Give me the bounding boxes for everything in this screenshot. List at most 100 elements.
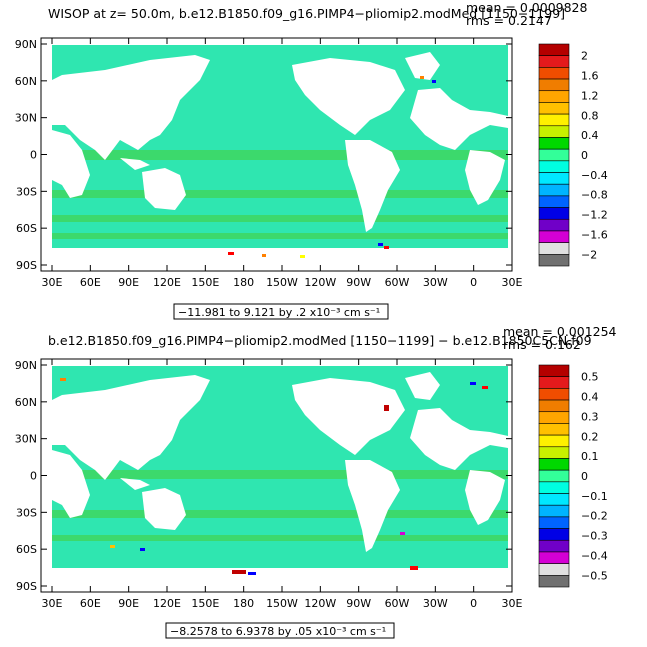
colorbar-cell	[538, 137, 570, 150]
lon-label: 30E	[502, 276, 523, 289]
southern-band	[52, 510, 508, 518]
colorbar-label: 0.4	[581, 391, 599, 404]
colorbar-cell	[538, 434, 570, 448]
antarctica	[52, 568, 508, 592]
lon-label: 60W	[385, 597, 410, 610]
south-america	[345, 460, 400, 552]
lon-label: 30E	[502, 597, 523, 610]
lat-label: 90S	[16, 580, 37, 593]
lon-label: 30E	[42, 276, 63, 289]
lon-label: 30W	[423, 276, 448, 289]
lon-label: 0	[470, 597, 477, 610]
range-box	[165, 622, 395, 639]
colorbar: 2 1.6 1.2 0.8 0.4 0 −0.4 −0.8 −1.2 −1.6 −2	[538, 43, 608, 267]
longitude-axis: 30E 60E 90E 120E 150E 180 150W 120W 90W 60W 30W 0 30…	[42, 38, 523, 289]
colorbar-cell	[538, 528, 570, 541]
lat-label: 0	[30, 149, 37, 162]
mean-stat: mean = 0.001254	[503, 324, 617, 339]
speckle	[262, 254, 266, 257]
colorbar-label: −1.2	[581, 209, 608, 222]
colorbar-cell	[538, 399, 570, 413]
speckle	[410, 566, 418, 570]
lon-label: 90E	[118, 597, 139, 610]
colorbar-label: 0.8	[581, 109, 599, 122]
colorbar-cell	[538, 172, 570, 185]
anomaly-speckles	[60, 378, 488, 575]
lat-label: 30N	[15, 112, 37, 125]
range-label: −11.981 to 9.121 by .2 x10⁻³ cm s⁻¹	[178, 306, 380, 319]
australia	[142, 488, 186, 530]
speckle	[384, 246, 389, 249]
colorbar-label: −0.8	[581, 189, 608, 202]
greenland	[405, 52, 440, 80]
range-label: −8.2578 to 6.9378 by .05 x10⁻³ cm s⁻¹	[170, 625, 386, 638]
colorbar-label: 0.2	[581, 430, 599, 443]
colorbar-cell	[538, 113, 570, 127]
speckle	[300, 255, 305, 258]
southern-band	[52, 535, 508, 541]
colorbar-label: −0.2	[581, 510, 608, 523]
range-label-box: −8.2578 to 6.9378 by .05 x10⁻³ cm s⁻¹	[165, 622, 395, 639]
lat-label: 90N	[15, 38, 37, 51]
continents	[52, 372, 508, 552]
speckle	[420, 76, 424, 79]
colorbar-cell	[538, 364, 570, 377]
lon-label: 60E	[80, 597, 101, 610]
rms-stat: rms = 0.2147	[466, 13, 552, 28]
colorbar-cell	[538, 230, 570, 243]
colorbar-label: −0.4	[581, 169, 608, 182]
north-america	[292, 58, 405, 135]
lat-label: 0	[30, 470, 37, 483]
colorbar-cell	[538, 148, 570, 162]
lon-label: 150E	[191, 276, 219, 289]
speckle	[228, 252, 234, 255]
colorbar: 0.5 0.4 0.3 0.2 0.1 0 −0.1 −0.2 −0.3 −0.4 −0.5	[538, 364, 608, 588]
rms-stat: rms = 0.162	[503, 337, 581, 352]
colorbar-cell	[538, 376, 570, 389]
lat-label: 30S	[16, 185, 37, 198]
panel-title: WISOP at z= 50.0m, b.e12.B1850.f09_g16.P…	[48, 6, 565, 21]
speckle	[470, 382, 476, 385]
greenland	[405, 372, 440, 400]
lon-label: 60W	[385, 276, 410, 289]
lon-label: 0	[470, 276, 477, 289]
speckle	[482, 386, 488, 389]
panel-top: WISOP at z= 50.0m, b.e12.B1850.f09_g16.P…	[15, 0, 608, 320]
north-america	[292, 378, 405, 455]
anomaly-speckles	[228, 76, 436, 258]
lon-label: 150W	[266, 276, 298, 289]
africa-south	[465, 150, 505, 205]
lat-label: 60S	[16, 543, 37, 556]
speckle	[110, 545, 115, 548]
colorbar-cell	[538, 55, 570, 68]
asia-landmass	[52, 55, 210, 160]
colorbar-label: −2	[581, 248, 597, 261]
colorbar-cell	[538, 254, 570, 267]
colorbar-label: 2	[581, 50, 588, 63]
africa-east	[52, 450, 90, 518]
colorbar-cell	[538, 504, 570, 518]
colorbar-cell	[538, 160, 570, 173]
colorbar-label: 0	[581, 470, 588, 483]
arctic-ocean	[52, 45, 508, 60]
lon-label: 30E	[42, 597, 63, 610]
south-america	[345, 140, 400, 232]
colorbar-cell	[538, 458, 570, 471]
colorbar-cell	[538, 102, 570, 115]
asia-landmass	[52, 375, 210, 480]
lon-label: 180	[233, 597, 254, 610]
southern-band	[52, 215, 508, 222]
lon-label: 120W	[304, 276, 336, 289]
colorbar-label: 0.4	[581, 129, 599, 142]
equatorial-band	[52, 150, 508, 160]
colorbar-cell	[538, 411, 570, 424]
lon-label: 120W	[304, 597, 336, 610]
colorbar-cell	[538, 207, 570, 220]
lon-label: 90E	[118, 276, 139, 289]
colorbar-cell	[538, 242, 570, 255]
lat-label: 30N	[15, 433, 37, 446]
latitude-axis: 90N 60N 30N 0 30S 60S 90S	[15, 359, 512, 593]
lat-label: 60N	[15, 396, 37, 409]
longitude-axis: 30E 60E 90E 120E 150E 180 150W 120W 90W 60W 30W 0 30…	[42, 359, 523, 610]
southern-band	[52, 190, 508, 198]
